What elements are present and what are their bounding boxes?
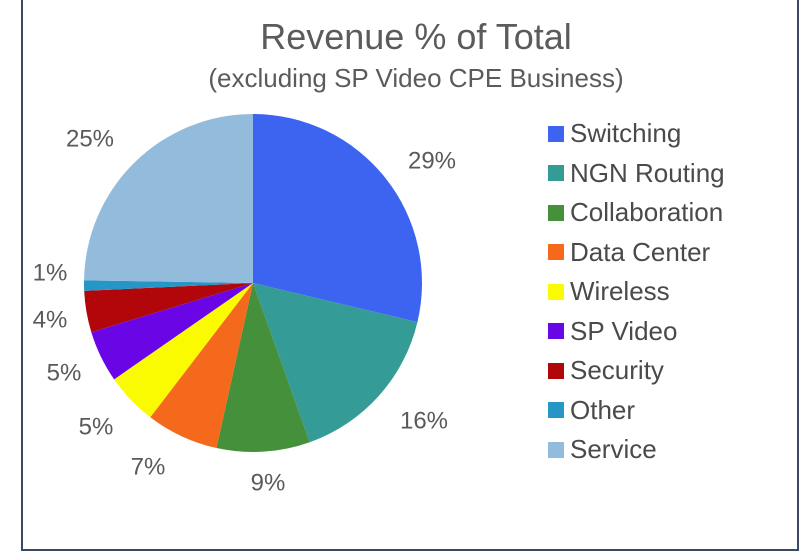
legend-swatch xyxy=(548,125,564,142)
data-label-service: 25% xyxy=(66,125,114,152)
data-label-collaboration: 9% xyxy=(251,469,286,496)
data-label-ngn-routing: 16% xyxy=(400,407,448,434)
legend-swatch xyxy=(548,323,564,340)
pie-slice-security xyxy=(84,283,254,333)
legend-label: SP Video xyxy=(570,315,678,346)
pie-slice-other xyxy=(83,280,253,291)
legend-item-security: Security xyxy=(548,351,725,391)
legend-label: Switching xyxy=(570,118,682,149)
pie-slice-collaboration xyxy=(216,283,310,452)
data-label-data-center: 7% xyxy=(131,453,166,480)
chart-legend: Switching NGN Routing Collaboration Data Ce… xyxy=(548,114,725,470)
legend-item-ngn-routing: NGN Routing xyxy=(548,154,725,194)
data-label-security: 4% xyxy=(33,306,68,333)
legend-swatch xyxy=(548,362,564,379)
legend-item-service: Service xyxy=(548,430,725,470)
legend-label: NGN Routing xyxy=(570,157,725,188)
chart-title: Revenue % of Total xyxy=(260,16,572,57)
legend-swatch xyxy=(548,204,564,221)
data-label-other: 1% xyxy=(33,259,68,286)
legend-item-other: Other xyxy=(548,391,725,431)
legend-swatch xyxy=(548,441,564,458)
data-label-sp-video: 5% xyxy=(47,359,82,386)
legend-label: Collaboration xyxy=(570,197,724,228)
pie-slice-ngn-routing xyxy=(253,283,418,443)
legend-label: Data Center xyxy=(570,236,711,267)
legend-item-collaboration: Collaboration xyxy=(548,193,725,233)
chart-subtitle: (excluding SP Video CPE Business) xyxy=(208,63,624,93)
legend-item-switching: Switching xyxy=(548,114,725,154)
legend-item-sp-video: SP Video xyxy=(548,312,725,352)
legend-label: Other xyxy=(570,394,636,425)
legend-swatch xyxy=(548,283,564,300)
legend-label: Wireless xyxy=(570,276,670,307)
pie-slice-service xyxy=(84,114,254,283)
legend-swatch xyxy=(548,402,564,419)
legend-item-wireless: Wireless xyxy=(548,272,725,312)
legend-swatch xyxy=(548,165,564,182)
pie-slice-sp-video xyxy=(91,283,253,380)
pie-slice-wireless xyxy=(114,283,254,418)
data-label-wireless: 5% xyxy=(79,413,114,440)
data-label-switching: 29% xyxy=(408,147,456,174)
pie-slice-switching xyxy=(253,114,422,323)
legend-swatch xyxy=(548,244,564,261)
legend-label: Security xyxy=(570,355,664,386)
legend-label: Service xyxy=(570,434,657,465)
legend-item-data-center: Data Center xyxy=(548,233,725,273)
pie-slice-data-center xyxy=(150,283,253,449)
